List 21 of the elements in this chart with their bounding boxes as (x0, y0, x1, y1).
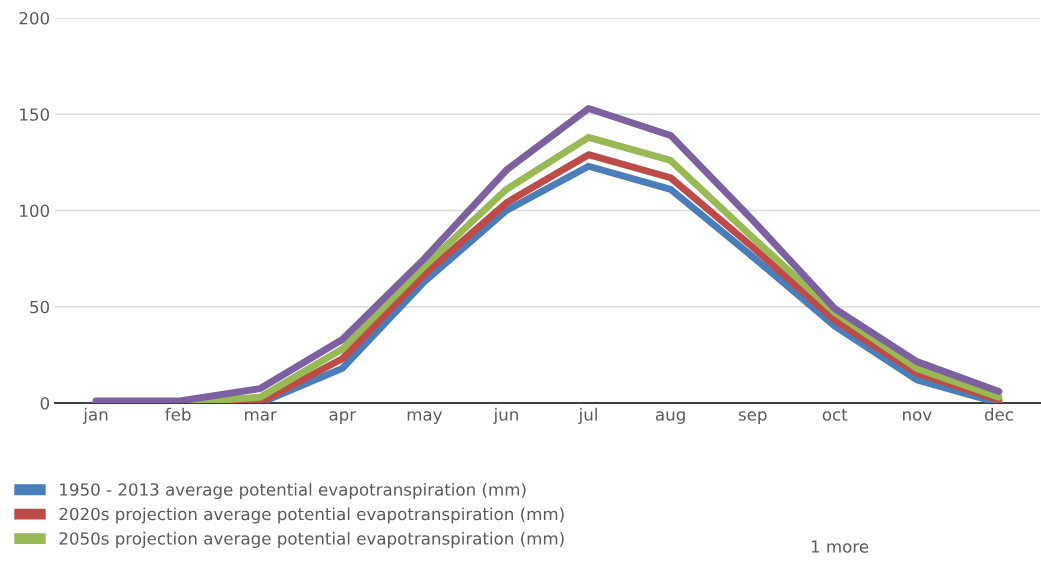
x-tick-label: dec (984, 407, 1013, 421)
x-tick-label: mar (245, 411, 277, 421)
x-tick-label: jul (578, 407, 597, 424)
y-tick-label: 150 (20, 108, 50, 121)
legend-label: 2050s projection average potential evapotranspiration (mm) (59, 531, 564, 548)
x-tick-label: jan (83, 407, 108, 424)
y-tick-label: 100 (20, 204, 50, 218)
x-tick-label: aug (655, 411, 685, 424)
y-tick-label: 0 (40, 396, 50, 410)
x-tick-label: oct (822, 408, 848, 421)
y-tick-label: 200 (19, 11, 50, 25)
x-tick-label: nov (903, 411, 932, 421)
x-tick-label: apr (329, 411, 357, 424)
y-tick-label: 50 (30, 300, 50, 314)
text: 1 more (811, 540, 869, 553)
x-tick-label: feb (165, 407, 191, 421)
x-tick-label: may (407, 411, 443, 424)
x-tick-label: sep (738, 411, 767, 424)
legend-label: 2020s projection average potential evapotranspiration (mm) (59, 507, 564, 524)
x-tick-label: jun (493, 407, 518, 424)
legend-label: 1950 - 2013 average potential evapotranspiration (mm) (60, 482, 526, 500)
